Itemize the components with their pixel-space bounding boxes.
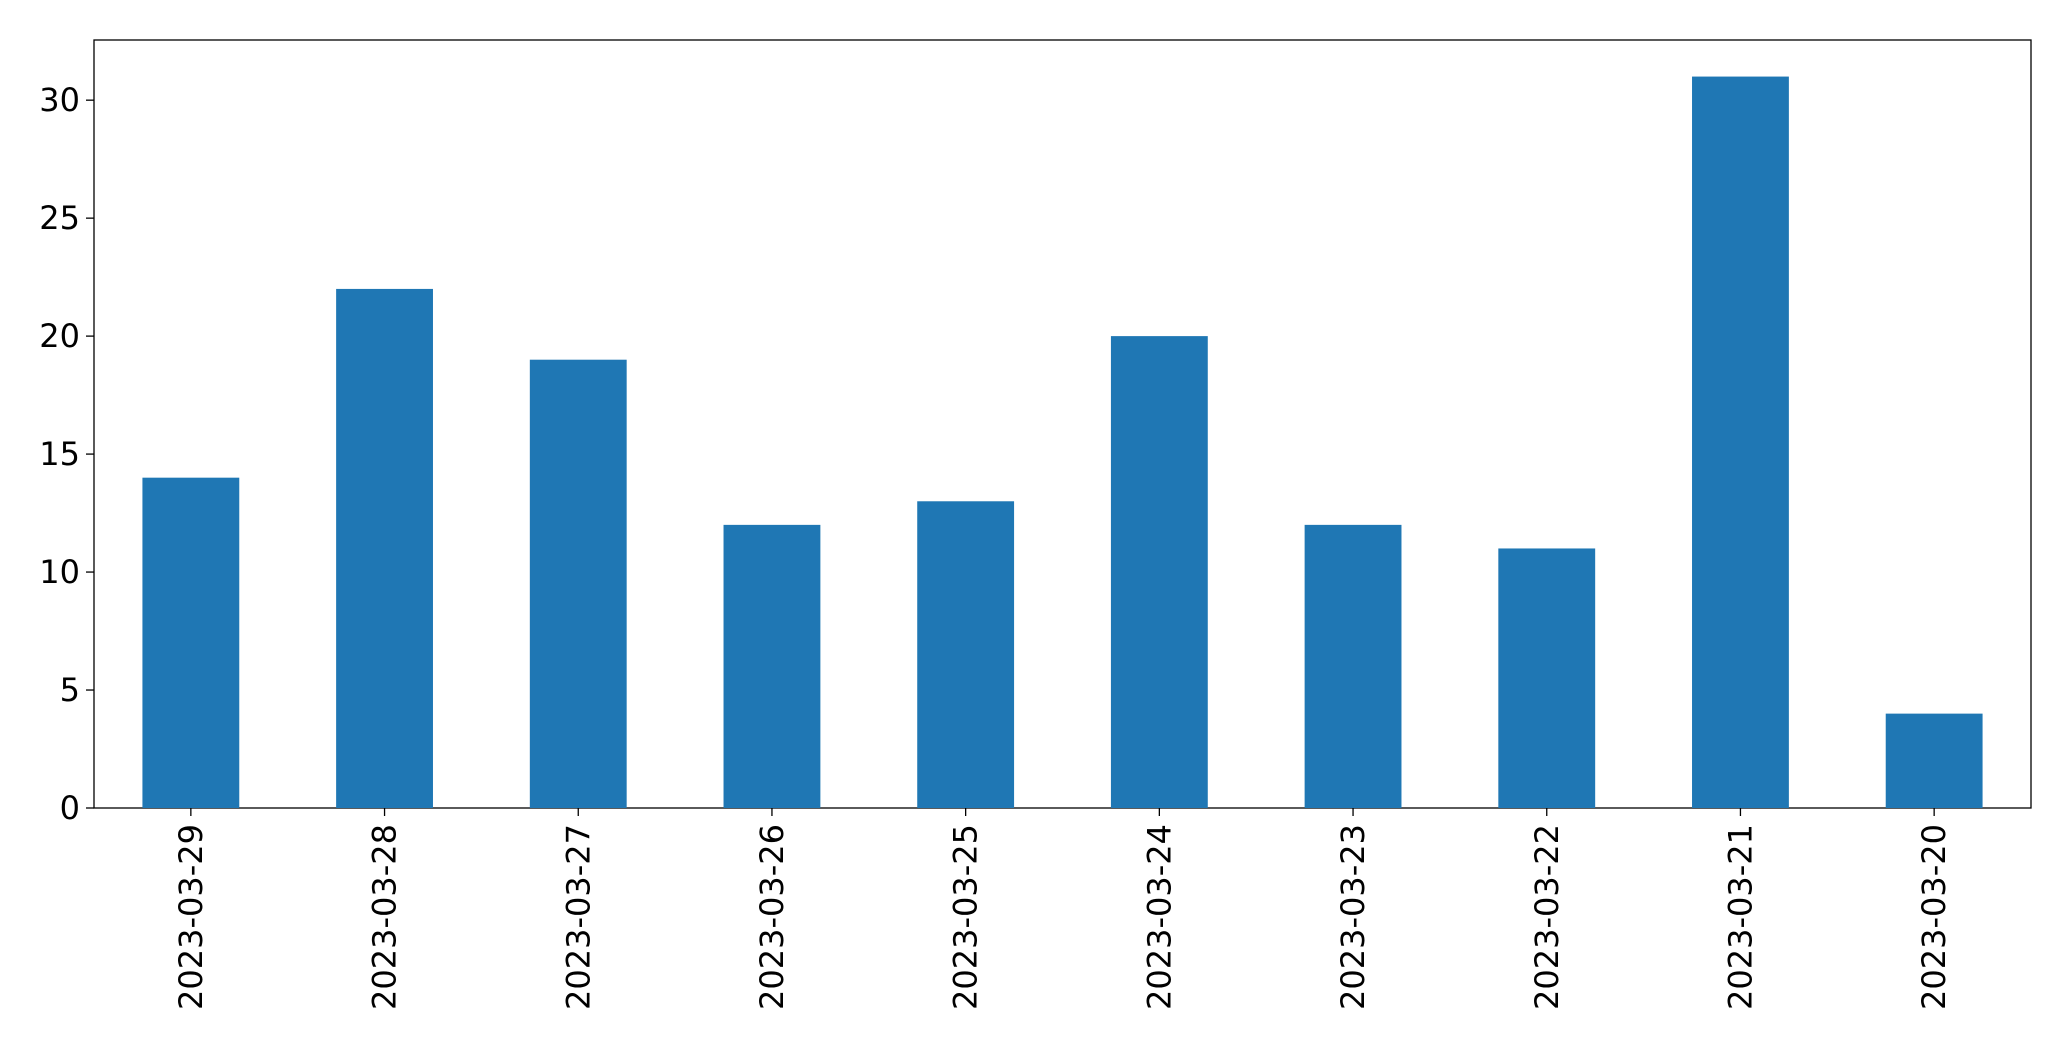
x-tick-label: 2023-03-22 <box>1528 824 1566 1010</box>
bar <box>723 524 821 808</box>
bar <box>1885 713 1983 808</box>
y-tick-label: 10 <box>39 553 80 591</box>
bar <box>1304 524 1402 808</box>
bar <box>142 477 240 808</box>
bar <box>1692 76 1789 809</box>
y-tick-label: 25 <box>39 199 80 237</box>
bar <box>529 359 627 808</box>
y-tick-label: 20 <box>39 317 80 355</box>
plot-frame <box>93 39 2032 809</box>
bar <box>1110 336 1208 808</box>
x-tick-label: 2023-03-24 <box>1140 824 1178 1010</box>
x-tick-label: 2023-03-28 <box>366 824 404 1010</box>
bar <box>336 288 433 809</box>
y-tick-label: 0 <box>60 789 80 827</box>
y-tick-label: 5 <box>60 671 80 709</box>
x-tick-label: 2023-03-21 <box>1721 824 1759 1010</box>
x-tick-label: 2023-03-26 <box>753 824 791 1010</box>
x-tick-label: 2023-03-20 <box>1915 824 1953 1010</box>
x-tick-label: 2023-03-25 <box>947 824 985 1010</box>
bar <box>917 501 1015 808</box>
x-tick-label: 2023-03-27 <box>559 824 597 1010</box>
bar <box>1498 548 1596 808</box>
y-tick-label: 30 <box>39 81 80 119</box>
x-tick-label: 2023-03-29 <box>172 824 210 1010</box>
y-tick-label: 15 <box>39 435 80 473</box>
x-tick-label: 2023-03-23 <box>1334 824 1372 1010</box>
